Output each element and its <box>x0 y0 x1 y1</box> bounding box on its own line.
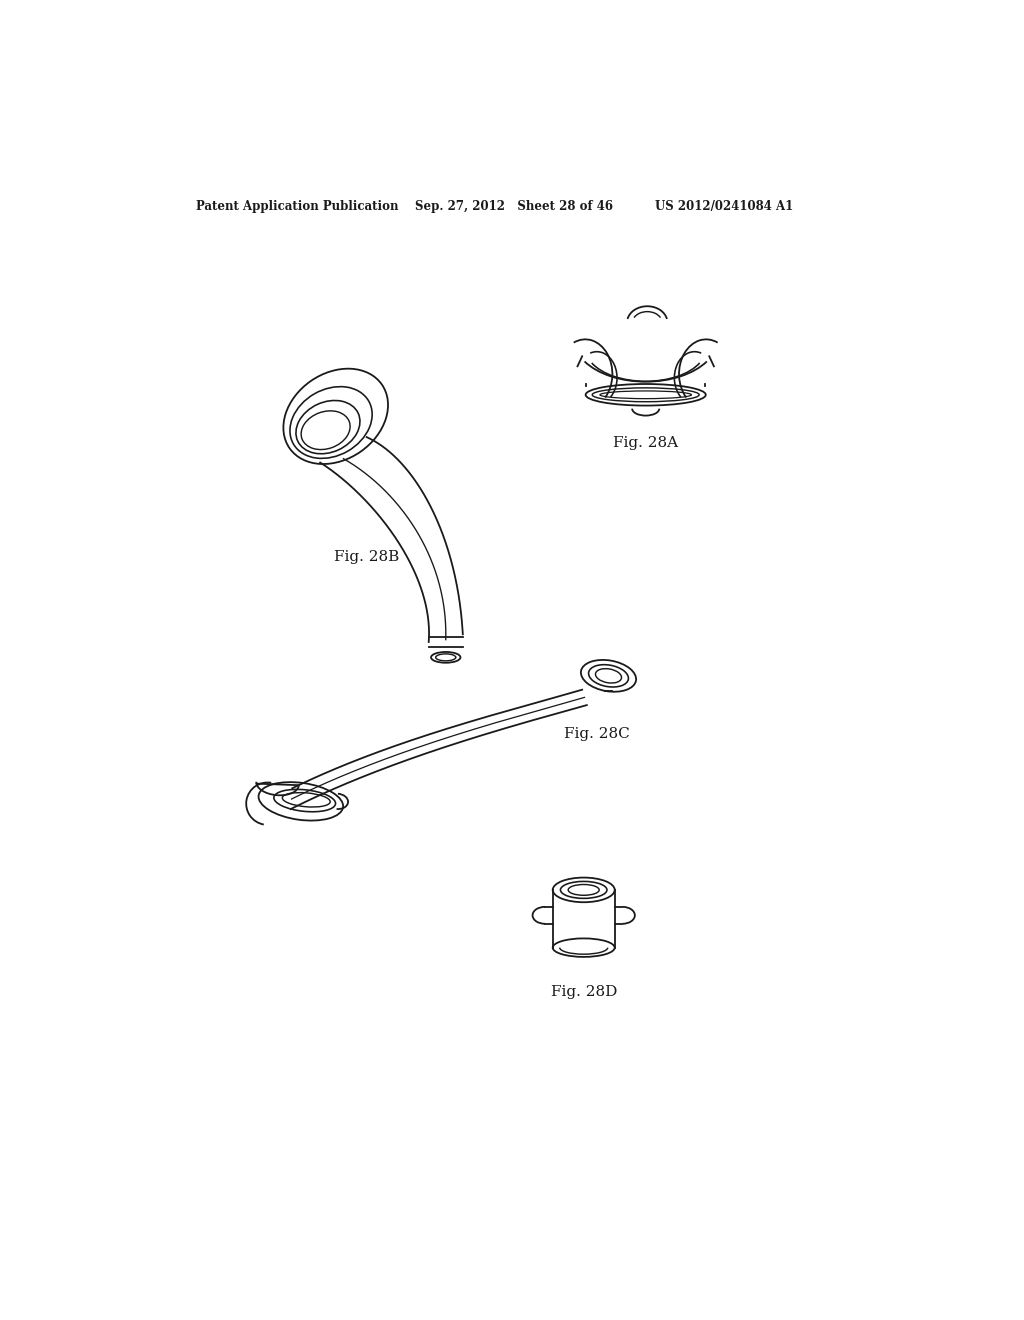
Text: Sep. 27, 2012   Sheet 28 of 46: Sep. 27, 2012 Sheet 28 of 46 <box>415 199 612 213</box>
Text: Fig. 28A: Fig. 28A <box>613 437 678 450</box>
Text: Patent Application Publication: Patent Application Publication <box>197 199 398 213</box>
Text: US 2012/0241084 A1: US 2012/0241084 A1 <box>655 199 794 213</box>
Text: Fig. 28C: Fig. 28C <box>564 727 630 742</box>
Text: Fig. 28D: Fig. 28D <box>551 985 616 999</box>
Text: Fig. 28B: Fig. 28B <box>334 550 399 564</box>
